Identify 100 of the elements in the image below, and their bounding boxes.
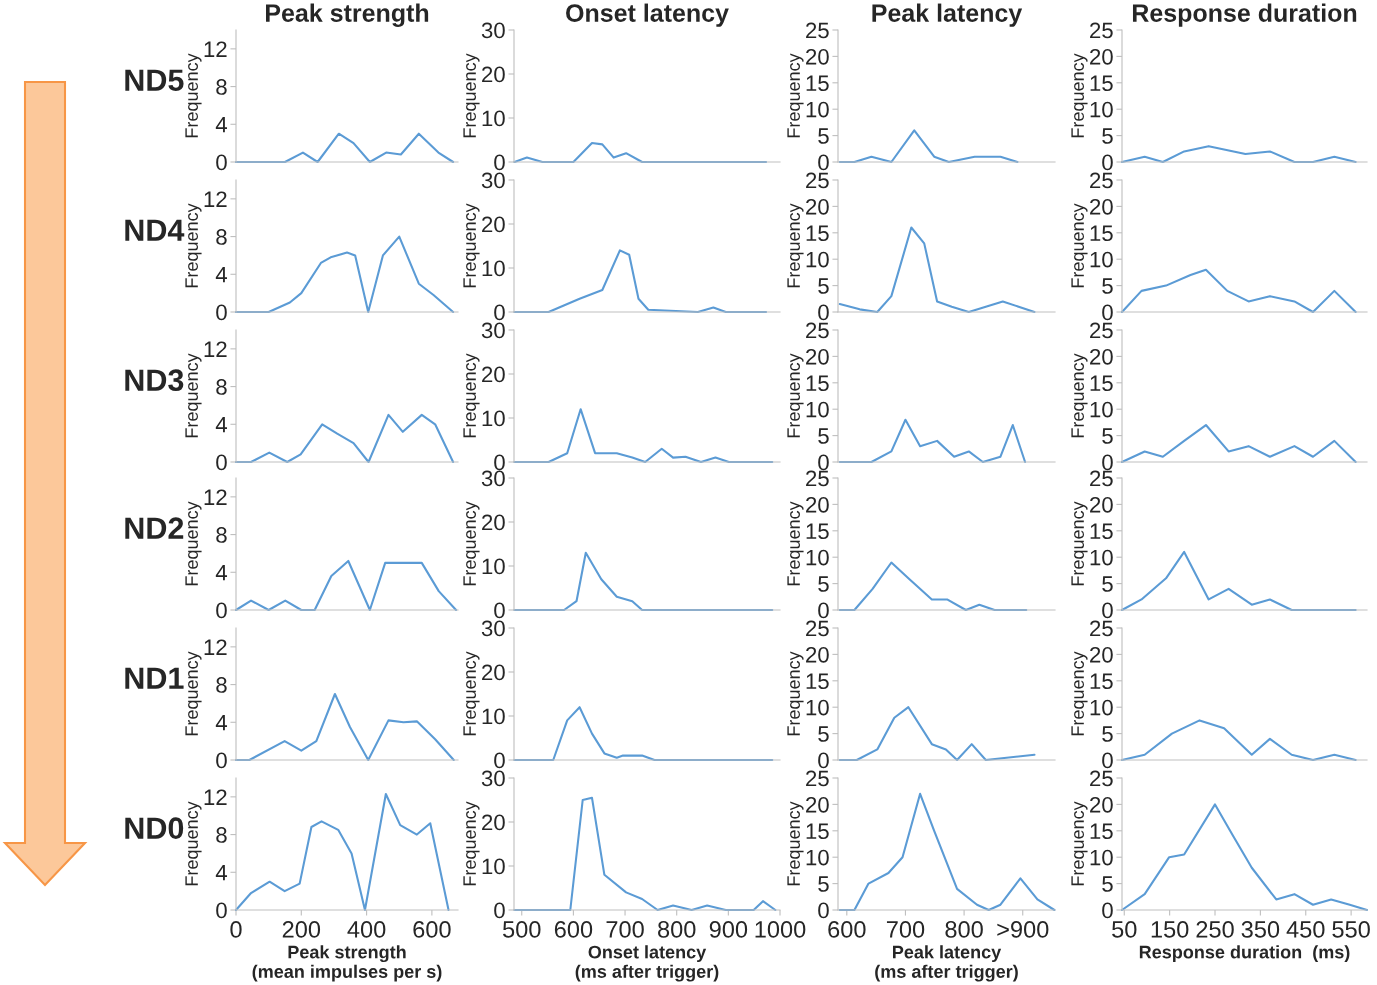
y-tick-label: 20 — [806, 796, 829, 813]
y-tick-label: 25 — [806, 22, 829, 39]
y-tick-label: 0 — [818, 752, 829, 769]
y-axis-title: Frequency — [787, 353, 804, 438]
y-tick-label: 10 — [1090, 699, 1113, 716]
y-tick-label: 10 — [1090, 101, 1113, 118]
line-series — [234, 792, 450, 912]
x-tick-label: 1000 — [755, 921, 806, 938]
y-tick-label: 10 — [1090, 401, 1113, 418]
text: ND0 — [125, 817, 184, 839]
y-tick-label: 30 — [481, 322, 505, 339]
y-tick-label: 20 — [806, 646, 829, 663]
y-tick-label: 15 — [1090, 523, 1113, 540]
y-tick-label: 4 — [215, 565, 228, 581]
x-tick-label: 0 — [230, 921, 242, 938]
y-tick-label: 25 — [806, 620, 829, 637]
y-tick-label: 0 — [216, 602, 227, 619]
y-tick-label: 15 — [1090, 823, 1113, 840]
y-tick-label: 15 — [806, 673, 829, 690]
y-tick-label: 20 — [806, 48, 829, 65]
y-tick-label: 10 — [806, 699, 829, 716]
y-tick-label: 0 — [1102, 154, 1113, 171]
x-tick-label: >900 — [997, 921, 1049, 938]
y-tick-label: 30 — [481, 770, 505, 787]
y-axis-title: Frequency — [463, 353, 480, 438]
y-tick-label: 5 — [1102, 128, 1113, 144]
y-tick-label: 0 — [216, 304, 227, 321]
y-tick-label: 8 — [216, 677, 227, 693]
y-tick-label: 0 — [216, 902, 227, 919]
y-tick-label: 10 — [806, 101, 829, 118]
y-tick-label: 5 — [818, 576, 829, 592]
line-series — [1120, 268, 1357, 314]
text: ND2 — [125, 517, 184, 539]
y-tick-label: 10 — [806, 549, 829, 566]
y-tick-label: 4 — [215, 715, 228, 731]
y-axis-title: Frequency — [1071, 203, 1088, 288]
y-tick-label: 25 — [806, 322, 829, 339]
y-tick-label: 4 — [215, 865, 228, 881]
y-tick-label: 15 — [1090, 75, 1113, 92]
y-tick-label: 0 — [494, 902, 505, 919]
y-tick-label: 10 — [482, 708, 505, 725]
y-tick-label: 0 — [818, 454, 829, 471]
y-tick-label: 5 — [818, 726, 829, 742]
y-tick-label: 15 — [806, 375, 829, 392]
y-tick-label: 25 — [1090, 322, 1113, 339]
y-tick-label: 20 — [482, 216, 505, 233]
y-tick-label: 5 — [1102, 278, 1113, 294]
y-axis-title: Frequency — [463, 53, 480, 138]
y-axis-title: Frequency — [787, 651, 804, 736]
y-tick-label: 15 — [806, 75, 829, 92]
y-tick-label: 25 — [806, 172, 829, 189]
y-tick-label: 0 — [818, 154, 829, 171]
y-axis-title: Frequency — [1071, 501, 1088, 586]
y-tick-label: 10 — [1090, 549, 1113, 566]
y-axis-title: Frequency — [185, 651, 202, 736]
text: ND5 — [125, 69, 184, 91]
y-tick-label: 30 — [481, 470, 505, 487]
x-tick-label: 900 — [709, 921, 748, 938]
y-tick-label: 0 — [494, 304, 505, 321]
y-tick-label: 12 — [204, 639, 227, 655]
y-tick-label: 10 — [1090, 251, 1113, 268]
y-tick-label: 15 — [806, 523, 829, 540]
y-tick-label: 25 — [1090, 620, 1113, 637]
y-tick-label: 5 — [1102, 876, 1113, 892]
y-tick-label: 10 — [482, 558, 505, 575]
y-tick-label: 20 — [1090, 646, 1113, 663]
y-tick-label: 12 — [204, 789, 227, 805]
y-tick-label: 10 — [482, 110, 505, 127]
y-tick-label: 5 — [1102, 726, 1113, 742]
line-series — [1120, 424, 1357, 464]
y-tick-label: 20 — [1090, 496, 1113, 513]
y-tick-label: 20 — [482, 366, 505, 383]
y-tick-label: 20 — [806, 348, 829, 365]
y-tick-label: 4 — [215, 417, 228, 433]
y-tick-label: 30 — [481, 620, 505, 637]
y-tick-label: 20 — [1090, 796, 1113, 813]
y-tick-label: 30 — [481, 22, 505, 39]
y-axis-title: Frequency — [185, 203, 202, 288]
y-tick-label: 20 — [1090, 198, 1113, 215]
y-axis-title: Frequency — [185, 53, 202, 138]
y-axis-title: Frequency — [1071, 801, 1088, 886]
y-tick-label: 0 — [216, 154, 227, 171]
y-axis-title: Frequency — [1071, 53, 1088, 138]
y-tick-label: 0 — [494, 752, 505, 769]
x-tick-label: 800 — [945, 921, 983, 938]
y-axis-title: Frequency — [1071, 651, 1088, 736]
x-tick-label: 700 — [886, 921, 925, 938]
x-tick-label: 550 — [1332, 921, 1370, 938]
y-axis-title: Frequency — [463, 501, 480, 586]
y-tick-label: 12 — [204, 41, 227, 57]
y-tick-label: 5 — [1102, 428, 1113, 444]
y-tick-label: 0 — [1102, 454, 1113, 471]
y-axis-title: Frequency — [185, 801, 202, 886]
y-axis-title: Frequency — [1071, 353, 1088, 438]
y-tick-label: 8 — [216, 827, 227, 843]
x-tick-label: 50 — [1112, 921, 1137, 938]
y-tick-label: 8 — [216, 229, 227, 245]
y-tick-label: 0 — [216, 752, 227, 769]
y-tick-label: 5 — [1102, 576, 1113, 592]
x-tick-label: 600 — [554, 921, 593, 938]
